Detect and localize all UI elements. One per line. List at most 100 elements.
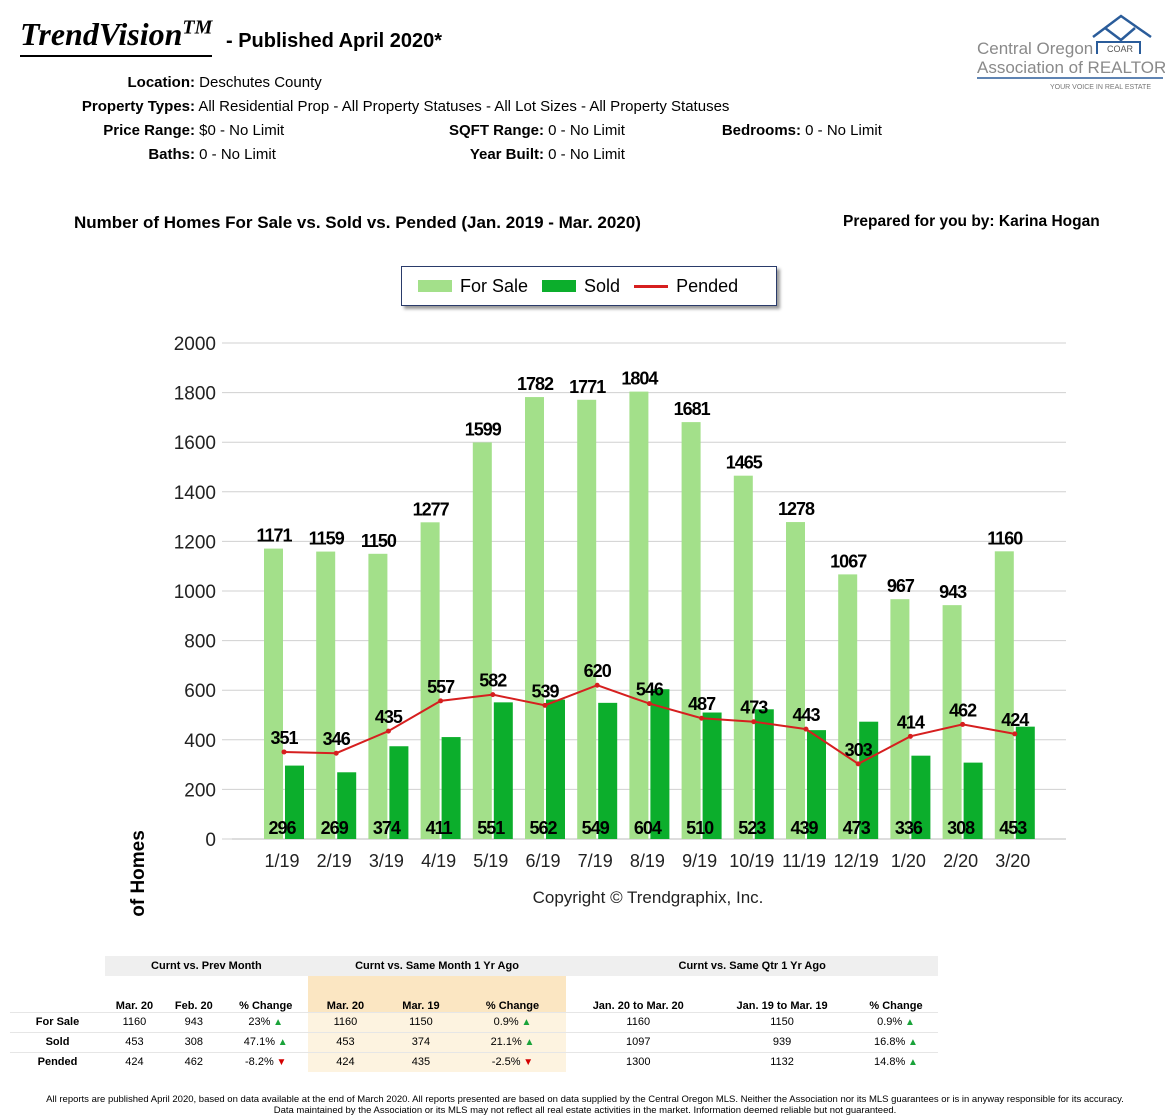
column-header: Mar. 19 (383, 976, 459, 1012)
table-cell: 424 (307, 1051, 384, 1072)
bar-sold (754, 709, 774, 839)
bar-for-sale (316, 551, 336, 839)
table-cell: 308 (163, 1031, 224, 1052)
coar-logo: COAR Central Oregon Association of REALT… (977, 14, 1165, 91)
bar-sold (441, 737, 461, 839)
row-label: For Sale (10, 1011, 105, 1032)
pended-value-label: 487 (688, 694, 716, 714)
label: Bedrooms: (721, 122, 801, 139)
pended-point (699, 715, 705, 721)
y-tick-label: 1200 (174, 532, 216, 553)
column-header: Feb. 20 (174, 999, 213, 1012)
legend-label: Pended (676, 275, 739, 296)
value: 0 - No Limit (805, 122, 882, 139)
label: Location: (127, 74, 196, 91)
criteria-sqft: SQFT Range: 0 - No Limit (400, 122, 625, 139)
table-row: Pended 424 462 -8.2% ▼ 424 435 -2.5% ▼ 1300 1132… (10, 1051, 938, 1072)
for-sale-value-label: 943 (939, 582, 967, 602)
table-cell: 424 (105, 1051, 164, 1072)
value: 0 - No Limit (199, 146, 276, 163)
arrow-down-icon: ▼ (520, 1057, 534, 1068)
copyright: Copyright © Trendgraphix, Inc. (533, 888, 764, 907)
group-header: Curnt vs. Same Qtr 1 Yr Ago (566, 956, 938, 976)
disclaimer-line: Data maintained by the Association or it… (273, 1105, 897, 1116)
table-cell: 21.1% ▲ (458, 1031, 567, 1052)
table-cell: -8.2% ▼ (223, 1051, 308, 1072)
group-header: Curnt vs. Same Month 1 Yr Ago (307, 956, 567, 976)
bar-for-sale (420, 522, 440, 839)
column-header: % Change (239, 999, 293, 1012)
value: 0 - No Limit (548, 146, 625, 163)
y-tick-label: 800 (184, 632, 216, 653)
table-cell: 23% ▲ (223, 1011, 308, 1032)
arrow-up-icon: ▲ (905, 1057, 918, 1068)
for-sale-value-label: 1067 (830, 551, 867, 571)
pended-point (751, 719, 757, 725)
bar-for-sale (525, 397, 544, 839)
table-cell: 14.8% ▲ (853, 1051, 938, 1072)
value: 0 - No Limit (548, 122, 625, 139)
x-tick-label: 9/19 (682, 851, 717, 871)
sold-value-label: 510 (686, 818, 714, 838)
x-tick-label: 1/19 (264, 851, 299, 871)
for-sale-value-label: 1160 (987, 528, 1023, 548)
pended-point (646, 701, 652, 707)
sold-value-label: 453 (999, 818, 1027, 838)
pended-value-label: 473 (740, 698, 768, 718)
y-tick-label: 0 (205, 830, 216, 851)
bar-sold (598, 702, 618, 839)
for-sale-value-label: 1465 (726, 453, 763, 473)
table-cell: 1160 (307, 1011, 384, 1032)
bar-for-sale (264, 548, 283, 839)
for-sale-value-label: 1681 (674, 399, 711, 419)
sold-value-label: 374 (373, 818, 401, 838)
row-label: Sold (10, 1031, 105, 1052)
bar-sold (337, 772, 357, 839)
bar-for-sale (733, 475, 753, 839)
disclaimer-line: All reports are published April 2020, ba… (46, 1094, 1124, 1105)
table-cell: 1150 (383, 1011, 459, 1032)
table-cell: -2.5% ▼ (458, 1051, 567, 1072)
bar-for-sale (890, 599, 910, 839)
legend-sold: Sold (542, 276, 620, 297)
pended-value-label: 557 (427, 677, 455, 697)
bar-sold (546, 699, 565, 839)
pended-point (1012, 731, 1018, 737)
x-tick-label: 2/19 (317, 851, 352, 871)
arrow-down-icon: ▼ (273, 1057, 287, 1068)
for-sale-value-label: 1150 (361, 531, 397, 551)
sold-value-label: 336 (895, 818, 923, 838)
chart-plot: 0 200 400 600 800 1000 1200 1400 1600 1800 2000 1/1… (128, 334, 1066, 920)
table-cell: 0.9% ▲ (853, 1011, 938, 1032)
pended-value-label: 424 (1001, 710, 1029, 730)
arrow-up-icon: ▲ (270, 1017, 284, 1028)
pended-value-label: 546 (636, 680, 664, 700)
arrow-up-icon: ▲ (521, 1037, 535, 1048)
x-tick-label: 5/19 (473, 851, 508, 871)
label: Property Types: (81, 98, 195, 115)
bar-sold (493, 702, 513, 839)
sold-value-label: 411 (426, 818, 453, 838)
disclaimer: All reports are published April 2020, ba… (0, 1094, 1170, 1116)
table-cell: 1132 (710, 1051, 854, 1072)
bar-sold (650, 689, 670, 839)
y-tick-label: 200 (184, 780, 216, 801)
bar-sold (702, 712, 722, 839)
sold-value-label: 308 (947, 818, 975, 838)
y-tick-label: 1000 (174, 582, 216, 603)
pended-value-label: 539 (531, 681, 559, 701)
bar-sold (389, 746, 409, 839)
y-tick-label: 600 (184, 681, 216, 702)
sold-value-label: 473 (843, 818, 871, 838)
table-cell: 0.9% ▲ (458, 1011, 567, 1032)
value: All Residential Prop - All Property Stat… (198, 98, 730, 115)
trademark: TM (182, 16, 213, 39)
pended-value-label: 346 (323, 729, 351, 749)
sold-value-label: 269 (321, 818, 349, 838)
table-row: For Sale 1160 943 23% ▲ 1160 1150 0.9% ▲ 1160 11… (10, 1011, 938, 1032)
x-tick-label: 11/19 (782, 851, 826, 871)
column-header: % Change (458, 976, 567, 1012)
legend-pended: Pended (634, 276, 738, 297)
value: Deschutes County (199, 74, 322, 91)
swatch (634, 284, 669, 288)
